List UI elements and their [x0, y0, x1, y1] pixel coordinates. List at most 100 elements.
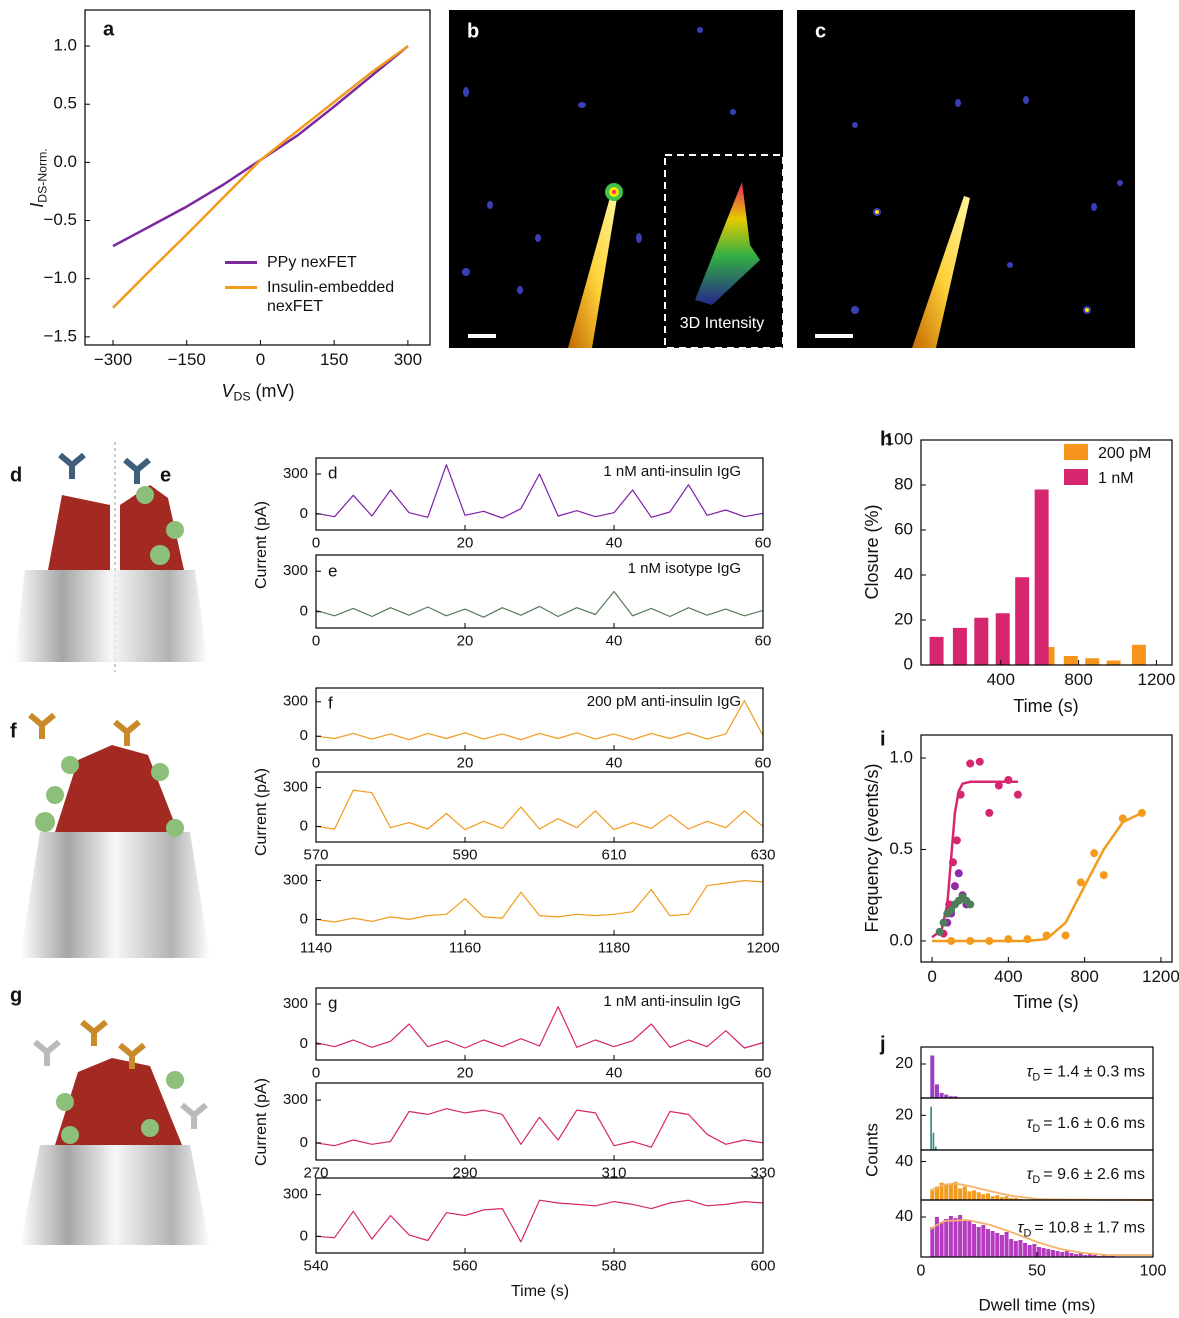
- histogram-bar: [1069, 1253, 1074, 1257]
- bar: [1015, 577, 1030, 665]
- panel-label: f: [328, 693, 333, 712]
- x-tick-label: 40: [606, 1064, 623, 1081]
- x-tick-label: 0: [312, 754, 320, 771]
- histogram-bar: [1078, 1253, 1083, 1257]
- y-tick-label: 0: [300, 727, 308, 744]
- histogram-bar: [1046, 1249, 1051, 1257]
- x-tick-label: 800: [1064, 670, 1092, 689]
- y-tick-label: 0: [904, 654, 913, 673]
- scatter-point: [1099, 871, 1108, 880]
- series-line: [315, 700, 764, 741]
- x-tick-label: 400: [994, 967, 1022, 986]
- annotation-text: = 10.8 ± 1.7 ms: [1034, 1220, 1145, 1237]
- y-tick-label: 0.5: [889, 839, 913, 858]
- x-tick-label: 20: [457, 632, 474, 649]
- plot-frame: [315, 1082, 764, 1161]
- x-tick-label: 60: [755, 1064, 772, 1081]
- plot-frame: [315, 554, 764, 629]
- y-tick-label: 300: [283, 562, 308, 579]
- series-line: [112, 45, 409, 248]
- y-tick-label: 300: [283, 693, 308, 710]
- histogram-bar: [953, 1218, 958, 1257]
- plot-frame: [315, 771, 764, 843]
- bar: [1131, 644, 1146, 665]
- series-line: [315, 464, 764, 519]
- panel-label: i: [880, 728, 886, 750]
- histogram-bar: [1064, 1251, 1069, 1257]
- x-tick-label: 570: [303, 846, 328, 863]
- histogram-bar: [948, 1096, 953, 1098]
- annotation: 1 nM isotype IgG: [628, 560, 741, 577]
- panel-label: j: [879, 1033, 886, 1055]
- x-tick-label: −300: [94, 350, 132, 369]
- histogram-bar: [995, 1195, 1000, 1200]
- panel-label: d: [10, 464, 22, 486]
- histogram-bar: [990, 1196, 995, 1200]
- x-tick-label: 20: [457, 754, 474, 771]
- histogram-bar: [948, 1216, 953, 1257]
- fit-line: [931, 780, 1018, 939]
- legend-swatch: [1064, 469, 1088, 485]
- histogram-bar: [934, 1186, 939, 1200]
- schematic-de: d e: [10, 442, 208, 672]
- plot-frame: [315, 457, 764, 531]
- y-tick-label: 0: [300, 505, 308, 522]
- histogram-bar: [1018, 1240, 1023, 1257]
- bar: [929, 636, 944, 665]
- legend-entry: Insulin-embedded nexFET: [225, 278, 420, 316]
- x-tick-label: 560: [452, 1257, 477, 1274]
- histogram-bar: [1050, 1250, 1055, 1257]
- x-tick-label: 1180: [598, 939, 630, 956]
- histogram-bar: [939, 1182, 944, 1200]
- series-line: [315, 1199, 764, 1243]
- legend: 200 pM 1 nM: [1064, 444, 1169, 494]
- legend-swatch: [225, 286, 257, 289]
- y-tick-label: 300: [283, 872, 308, 889]
- bar: [1063, 656, 1078, 665]
- scatter-point: [966, 759, 975, 768]
- y-tick-label: 20: [895, 1055, 913, 1072]
- histogram-bar: [1088, 1254, 1093, 1257]
- histogram-bar: [1055, 1251, 1060, 1257]
- x-tick-label: 1200: [1142, 967, 1179, 986]
- annotation: 1 nM anti-insulin IgG: [603, 463, 741, 480]
- plot-frame: [920, 439, 1173, 666]
- y-tick-label: 100: [885, 429, 913, 448]
- x-tick-label: 310: [601, 1164, 626, 1181]
- histogram-bar: [1041, 1248, 1046, 1257]
- y-tick-label: 0.0: [889, 930, 913, 949]
- x-tick-label: 0: [312, 534, 320, 551]
- panel-label: a: [103, 18, 115, 40]
- histogram-bar: [944, 1184, 949, 1200]
- axis-symbol: τ: [1026, 1166, 1033, 1183]
- annotation: τD = 1.4 ± 0.3 ms: [1026, 1064, 1145, 1083]
- panel-label: f: [10, 720, 17, 742]
- axis-symbol: τ: [1026, 1115, 1033, 1132]
- plot-frame: [315, 687, 764, 751]
- histogram-bar: [948, 1183, 953, 1200]
- x-tick-label: 1200: [1138, 670, 1176, 689]
- histogram-bar: [985, 1229, 990, 1257]
- histogram-bar: [976, 1192, 981, 1200]
- y-tick-label: 0: [300, 1227, 308, 1244]
- panel-label: g: [328, 993, 337, 1012]
- histogram-bar: [958, 1188, 963, 1200]
- x-tick-label: 0: [256, 350, 265, 369]
- x-tick-label: 590: [452, 846, 477, 863]
- x-tick-label: 290: [452, 1164, 477, 1181]
- x-tick-label: 540: [303, 1257, 328, 1274]
- bar: [974, 617, 989, 665]
- axis-unit: (mV): [256, 381, 295, 401]
- histogram-bar: [1101, 1255, 1106, 1257]
- x-tick-label: 40: [606, 534, 623, 551]
- axis-symbol: I: [27, 203, 47, 208]
- y-axis-label: Current (pA): [253, 501, 270, 589]
- y-tick-label: −1.0: [43, 268, 77, 287]
- x-tick-label: 330: [750, 1164, 775, 1181]
- plot-frame: [315, 987, 764, 1061]
- series-line: [315, 880, 764, 923]
- y-axis-label: IDS-Norm.: [27, 148, 50, 207]
- axis-symbol: τ: [1018, 1220, 1025, 1237]
- histogram-bar: [981, 1225, 986, 1257]
